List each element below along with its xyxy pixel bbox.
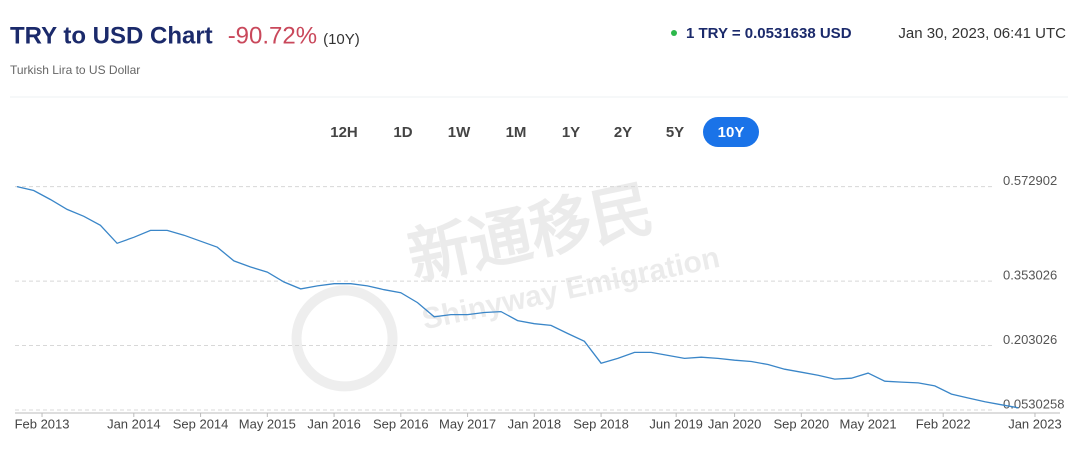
x-tick-label: Sep 2018 (573, 416, 629, 431)
range-button[interactable]: 1Y (562, 124, 580, 141)
x-tick-label: May 2015 (239, 416, 296, 431)
x-tick-label: Feb 2022 (916, 416, 971, 431)
x-tick-label: Sep 2020 (774, 416, 830, 431)
range-button-bg[interactable] (703, 117, 759, 147)
range-button-label[interactable]: 1D (393, 124, 412, 141)
y-tick-label: 0.353026 (1003, 268, 1057, 283)
range-button-label[interactable]: 1W (448, 124, 471, 141)
range-button[interactable]: 2Y (614, 124, 632, 141)
y-tick-label: 0.572902 (1003, 173, 1057, 188)
chart-title: TRY to USD Chart (10, 22, 213, 49)
x-tick-label: Sep 2014 (173, 416, 229, 431)
x-tick-label: Jan 2020 (708, 416, 762, 431)
range-button-label[interactable]: 12H (330, 124, 358, 141)
live-dot (671, 30, 677, 36)
range-button-label[interactable]: 5Y (666, 124, 684, 141)
range-button-label[interactable]: 2Y (614, 124, 632, 141)
subtitle: Turkish Lira to US Dollar (10, 63, 140, 77)
x-tick-label: Jan 2014 (107, 416, 161, 431)
range-button[interactable]: 10Y (703, 117, 759, 147)
plot: 0.0530258 0.203026 0.353026 0.572902 Feb 201… (15, 173, 1065, 431)
range-button-label[interactable]: 10Y (718, 124, 745, 141)
rate: 1 TRY = 0.0531638 USD (686, 25, 852, 42)
x-tick-label: Sep 2016 (373, 416, 429, 431)
x-tick-label: Jun 2019 (649, 416, 703, 431)
timestamp: Jan 30, 2023, 06:41 UTC (898, 25, 1066, 42)
x-tick-label: Jan 2018 (508, 416, 562, 431)
period: (10Y) (323, 31, 360, 48)
range-button[interactable]: 12H (330, 124, 358, 141)
x-tick-label: Jan 2023 (1008, 416, 1062, 431)
x-tick-label: May 2021 (840, 416, 897, 431)
range-button-label[interactable]: 1M (506, 124, 527, 141)
range-button-label[interactable]: 1Y (562, 124, 580, 141)
range-button[interactable]: 5Y (666, 124, 684, 141)
change: -90.72% (228, 22, 317, 49)
x-tick-label: May 2017 (439, 416, 496, 431)
price-line (16, 185, 1019, 409)
x-tick-label: Jan 2016 (307, 416, 361, 431)
watermark-logo (291, 285, 398, 392)
range-buttons: 12H 1D 1W 1M 1Y 2Y 5Y 10Y (330, 117, 759, 147)
range-button[interactable]: 1D (393, 124, 412, 141)
y-tick-label: 0.203026 (1003, 332, 1057, 347)
range-button[interactable]: 1W (448, 124, 471, 141)
y-tick-label: 0.0530258 (1003, 396, 1064, 411)
range-button[interactable]: 1M (506, 124, 527, 141)
x-tick-label: Feb 2013 (15, 416, 70, 431)
